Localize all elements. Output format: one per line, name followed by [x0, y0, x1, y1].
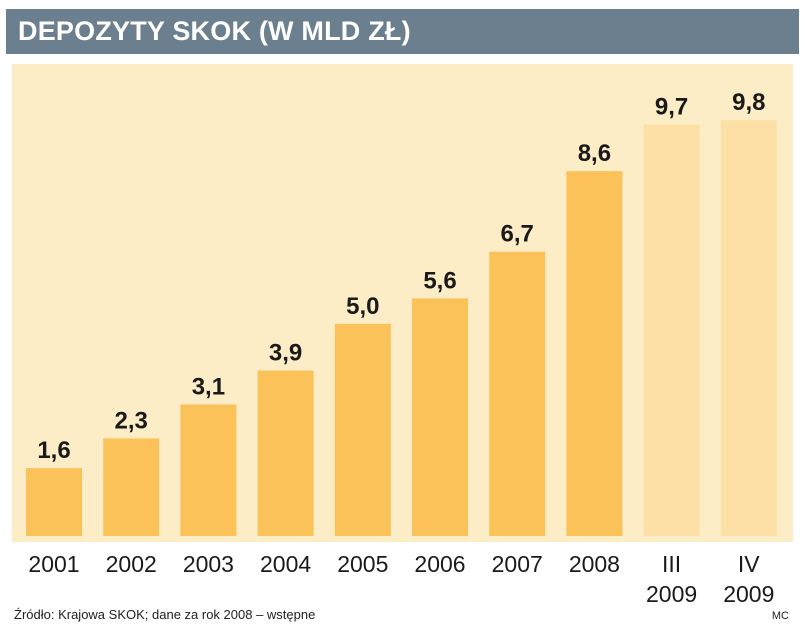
tick-label-2: 2003 [183, 551, 234, 577]
tick-label-5: 2006 [414, 551, 465, 577]
data-label-5: 5,6 [423, 267, 456, 294]
tick-label-9-line-0: IV [738, 551, 760, 577]
data-label-6: 6,7 [501, 221, 534, 248]
data-label-3: 3,9 [269, 340, 302, 367]
bar-4 [334, 323, 391, 536]
tick-label-8-line-0: III [662, 551, 681, 577]
bar-5 [412, 298, 468, 536]
tick-label-6: 2007 [492, 551, 543, 577]
title-bar: DEPOZYTY SKOK (W MLD ZŁ) [6, 9, 799, 54]
data-label-0: 1,6 [37, 437, 70, 464]
data-label-4: 5,0 [346, 293, 379, 320]
bar-2 [180, 404, 237, 536]
tick-label-3: 2004 [260, 551, 311, 577]
bar-0 [26, 468, 82, 536]
tick-label-7: 2008 [569, 551, 620, 577]
tick-label-8-line-1: 2009 [646, 581, 697, 607]
chart-title: DEPOZYTY SKOK (W MLD ZŁ) [18, 16, 411, 46]
tick-label-0: 2001 [28, 551, 79, 577]
tick-label-1: 2002 [106, 551, 157, 577]
data-label-7: 8,6 [578, 140, 611, 167]
data-label-2: 3,1 [192, 373, 225, 400]
data-label-8: 9,7 [655, 93, 688, 120]
bar-8 [643, 124, 700, 537]
data-label-1: 2,3 [115, 407, 148, 434]
source-note: Źródło: Krajowa SKOK; dane za rok 2008 –… [14, 607, 316, 622]
bar-3 [257, 370, 314, 536]
data-label-9: 9,8 [732, 89, 765, 116]
bar-9 [720, 120, 777, 536]
tick-label-4: 2005 [337, 551, 388, 577]
bar-6 [489, 251, 546, 537]
tick-label-9-line-1: 2009 [723, 581, 774, 607]
bar-7 [566, 171, 623, 536]
bar-1 [103, 438, 160, 536]
author-initials: MC [771, 610, 789, 622]
